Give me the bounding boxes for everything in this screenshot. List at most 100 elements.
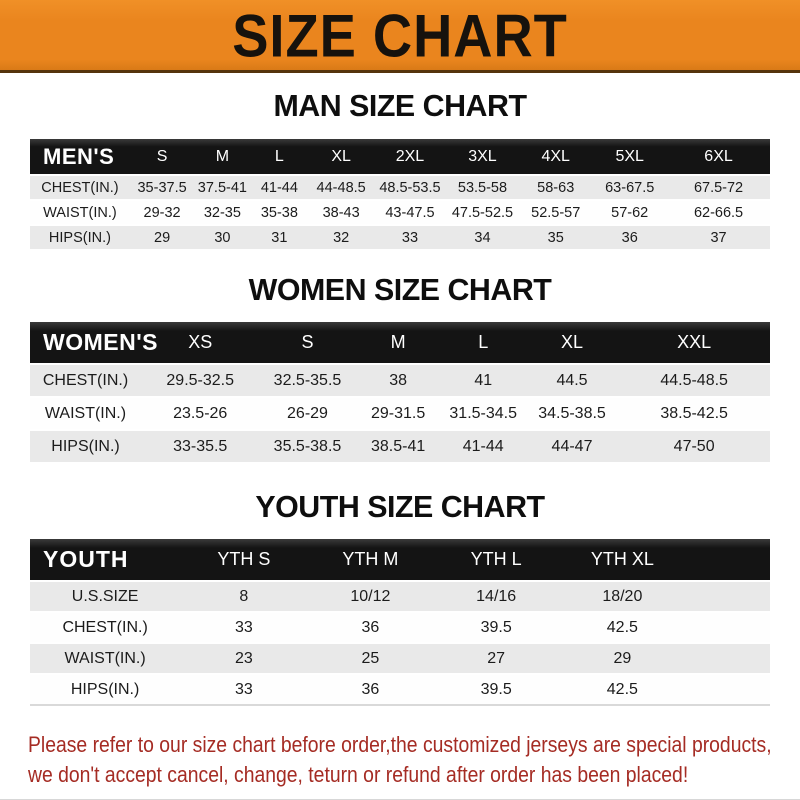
size-value: 44.5-48.5 [618, 365, 770, 396]
column-header: S [129, 139, 195, 174]
table-title-cell: MEN'S [30, 139, 130, 174]
size-value: 33 [180, 613, 308, 642]
size-value: 57-62 [592, 201, 668, 224]
size-value: 38 [355, 365, 441, 396]
row-label: HIPS(IN.) [30, 675, 181, 706]
filler-cell [685, 644, 770, 673]
filler-cell [685, 539, 770, 580]
size-value: 25 [307, 644, 434, 673]
size-value: 43-47.5 [374, 201, 446, 224]
size-value: 36 [307, 675, 434, 706]
size-value: 33 [180, 675, 308, 706]
table-row: CHEST(IN.) 33 36 39.5 42.5 [30, 613, 770, 642]
size-value: 39.5 [433, 675, 560, 706]
table-row: HIPS(IN.) 29 30 31 32 33 34 35 36 37 [30, 226, 770, 249]
size-value: 41 [440, 365, 526, 396]
row-label: WAIST(IN.) [30, 644, 181, 673]
column-header: 2XL [374, 139, 446, 174]
row-label: CHEST(IN.) [30, 365, 141, 396]
table-row: WAIST(IN.) 23 25 27 29 [30, 644, 770, 673]
size-value: 10/12 [307, 582, 434, 611]
size-value: 18/20 [559, 582, 686, 611]
youth-size-table: YOUTH YTH S YTH M YTH L YTH XL U.S.SIZE 8 10/12… [30, 537, 770, 708]
size-value: 41-44 [250, 176, 309, 199]
size-value: 33 [374, 226, 446, 249]
size-value: 35-38 [250, 201, 309, 224]
table-row: CHEST(IN.) 35-37.5 37.5-41 41-44 44-48.5 48.5… [30, 176, 770, 199]
size-value: 23.5-26 [141, 398, 260, 429]
table-row: WAIST(IN.) 23.5-26 26-29 29-31.5 31.5-34.5 34… [30, 398, 770, 429]
banner: SIZE CHART [0, 0, 800, 73]
size-value: 48.5-53.5 [374, 176, 446, 199]
column-header: YTH S [180, 539, 308, 580]
size-value: 47-50 [618, 431, 770, 462]
table-title-cell: WOMEN'S [30, 322, 158, 363]
filler-cell [685, 613, 770, 642]
header-row: WOMEN'S XS S M L XL XXL [30, 322, 770, 363]
table-row: HIPS(IN.) 33 36 39.5 42.5 [30, 675, 770, 706]
column-header: 4XL [519, 139, 593, 174]
size-value: 38-43 [308, 201, 375, 224]
size-value: 42.5 [559, 675, 686, 706]
notice-line-2: we don't accept cancel, change, teturn o… [28, 762, 689, 787]
table-row: U.S.SIZE 8 10/12 14/16 18/20 [30, 582, 770, 611]
women-size-table: WOMEN'S XS S M L XL XXL CHEST(IN.) 29.5-32.5 32.5… [30, 320, 770, 464]
row-label: WAIST(IN.) [30, 201, 130, 224]
row-label: U.S.SIZE [30, 582, 181, 611]
table-title-cell: YOUTH [30, 539, 181, 580]
filler-cell [685, 582, 770, 611]
column-header: 6XL [667, 139, 770, 174]
youth-section-heading: YOUTH SIZE CHART [255, 489, 545, 524]
size-value: 44.5 [525, 365, 619, 396]
column-header: S [259, 322, 356, 363]
size-value: 33-35.5 [141, 431, 260, 462]
header-row: YOUTH YTH S YTH M YTH L YTH XL [30, 539, 770, 580]
women-size-chart-section: WOMEN SIZE CHART WOMEN'S XS S M L XL XXL CHEST(… [0, 251, 800, 464]
youth-size-chart-section: YOUTH SIZE CHART YOUTH YTH S YTH M YTH L YTH… [0, 464, 800, 708]
size-value: 32 [308, 226, 375, 249]
size-value: 36 [307, 613, 434, 642]
size-value: 44-48.5 [308, 176, 375, 199]
size-value: 32.5-35.5 [259, 365, 356, 396]
size-value: 63-67.5 [592, 176, 668, 199]
table-row: CHEST(IN.) 29.5-32.5 32.5-35.5 38 41 44.5 44.5… [30, 365, 770, 396]
size-value: 31 [250, 226, 309, 249]
size-value: 35 [519, 226, 593, 249]
size-value: 32-35 [194, 201, 251, 224]
column-header: YTH M [307, 539, 434, 580]
size-value: 52.5-57 [519, 201, 593, 224]
table-row: HIPS(IN.) 33-35.5 35.5-38.5 38.5-41 41-44 44-… [30, 431, 770, 462]
size-value: 38.5-42.5 [618, 398, 770, 429]
size-value: 35-37.5 [129, 176, 195, 199]
column-header: L [250, 139, 309, 174]
size-value: 34 [445, 226, 520, 249]
size-value: 62-66.5 [667, 201, 770, 224]
footer-notice: Please refer to our size chart before or… [28, 730, 772, 790]
row-label: CHEST(IN.) [30, 176, 130, 199]
row-label: HIPS(IN.) [30, 226, 130, 249]
men-size-chart-section: MAN SIZE CHART MEN'S S M L XL 2XL 3XL 4XL 5XL 6XL… [0, 73, 800, 251]
table-row: WAIST(IN.) 29-32 32-35 35-38 38-43 43-47.5 47.… [30, 201, 770, 224]
size-value: 44-47 [525, 431, 619, 462]
row-label: HIPS(IN.) [30, 431, 141, 462]
size-value: 29-32 [129, 201, 195, 224]
size-value: 38.5-41 [355, 431, 441, 462]
size-value: 26-29 [259, 398, 356, 429]
size-value: 37 [667, 226, 770, 249]
row-label: CHEST(IN.) [30, 613, 181, 642]
size-value: 29 [559, 644, 686, 673]
column-header: XS [141, 322, 260, 363]
size-value: 42.5 [559, 613, 686, 642]
banner-title: SIZE CHART [232, 0, 568, 70]
size-value: 37.5-41 [194, 176, 251, 199]
column-header: M [355, 322, 441, 363]
women-section-heading: WOMEN SIZE CHART [248, 272, 552, 307]
filler-cell [685, 675, 770, 706]
size-value: 41-44 [440, 431, 526, 462]
size-value: 14/16 [433, 582, 560, 611]
men-section-heading: MAN SIZE CHART [273, 88, 527, 123]
size-value: 29.5-32.5 [141, 365, 260, 396]
men-size-table: MEN'S S M L XL 2XL 3XL 4XL 5XL 6XL CHEST(IN.) 35-37… [30, 137, 770, 251]
column-header: XL [525, 322, 619, 363]
